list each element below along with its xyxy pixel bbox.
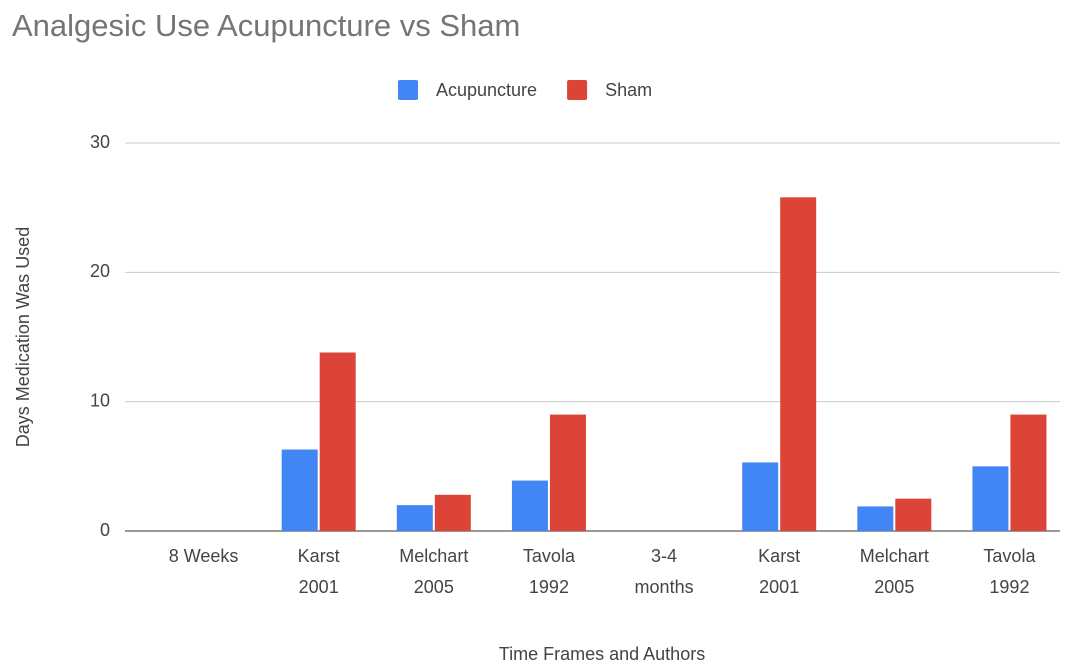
bar: [857, 506, 894, 531]
x-tick-label: 2001: [759, 577, 799, 597]
bar: [319, 352, 356, 531]
x-tick-label: months: [635, 577, 694, 597]
x-tick-label: 1992: [989, 577, 1029, 597]
x-tick-label: 8 Weeks: [169, 546, 239, 566]
bar: [972, 466, 1009, 531]
x-tick-label: Karst: [758, 546, 800, 566]
bar: [281, 449, 318, 531]
x-tick-label: Tavola: [523, 546, 576, 566]
bar: [511, 480, 548, 531]
legend-swatch: [398, 80, 418, 100]
x-tick-label: 1992: [529, 577, 569, 597]
legend-swatch: [567, 80, 588, 100]
bar: [780, 197, 817, 531]
y-tick-label: 30: [90, 132, 110, 152]
x-axis-title: Time Frames and Authors: [499, 644, 705, 664]
bar: [895, 498, 932, 531]
legend-label: Sham: [605, 80, 652, 100]
x-tick-label: Tavola: [983, 546, 1036, 566]
legend-label: Acupuncture: [436, 80, 537, 100]
x-tick-label: Karst: [298, 546, 340, 566]
y-axis-title: Days Medication Was Used: [13, 227, 33, 447]
bar: [549, 414, 586, 531]
x-tick-label: Melchart: [860, 546, 929, 566]
y-tick-label: 0: [100, 520, 110, 540]
bar: [396, 505, 433, 531]
x-tick-label: 2001: [299, 577, 339, 597]
bar: [434, 494, 471, 531]
chart-title: Analgesic Use Acupuncture vs Sham: [12, 8, 520, 43]
bar: [1010, 414, 1047, 531]
x-tick-label: Melchart: [399, 546, 468, 566]
x-tick-label: 2005: [414, 577, 454, 597]
x-tick-label: 2005: [874, 577, 914, 597]
x-tick-label: 3-4: [651, 546, 677, 566]
y-tick-label: 10: [90, 390, 110, 410]
bar: [742, 462, 779, 531]
y-tick-label: 20: [90, 261, 110, 281]
